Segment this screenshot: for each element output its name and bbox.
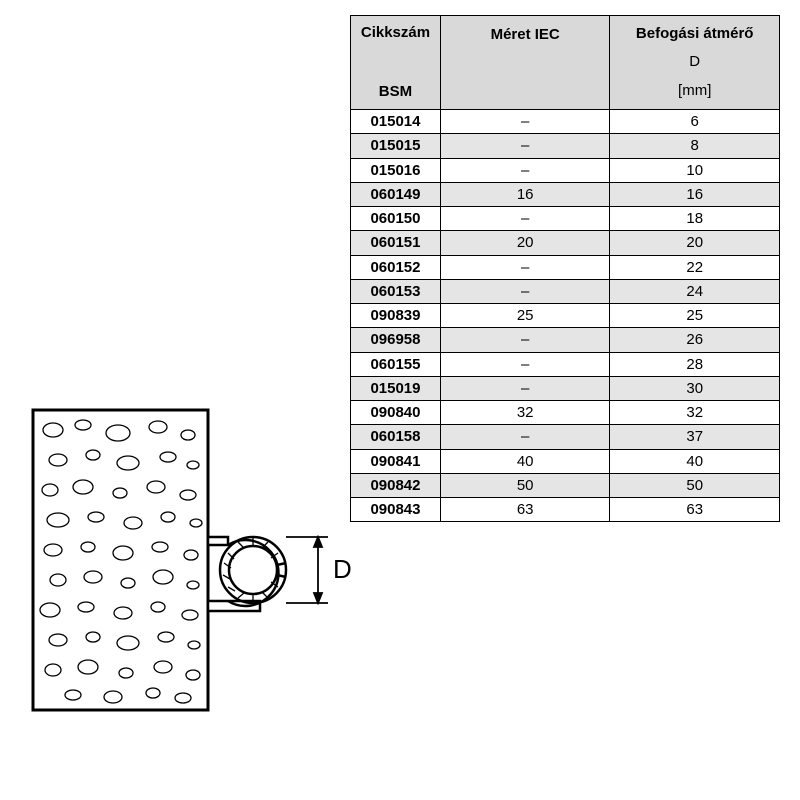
- col-header-cikkszam-l1: Cikkszám: [355, 22, 436, 45]
- cell-iec: 32: [440, 401, 609, 425]
- cell-iec: 16: [440, 182, 609, 206]
- cell-d: 28: [610, 352, 780, 376]
- cell-d: 6: [610, 110, 780, 134]
- cell-d: 16: [610, 182, 780, 206]
- table-row: 060153–24: [351, 279, 780, 303]
- table-row: 0908425050: [351, 473, 780, 497]
- cell-cikkszam: 090843: [351, 498, 441, 522]
- cell-d: 10: [610, 158, 780, 182]
- spec-table-wrap: Cikkszám BSM Méret IEC Befogási átmérő D…: [350, 15, 780, 522]
- cell-d: 40: [610, 449, 780, 473]
- table-row: 015019–30: [351, 376, 780, 400]
- cell-iec: 40: [440, 449, 609, 473]
- cell-d: 22: [610, 255, 780, 279]
- cell-d: 25: [610, 304, 780, 328]
- table-row: 060150–18: [351, 207, 780, 231]
- col-header-cikkszam-l2: BSM: [355, 81, 436, 104]
- cell-cikkszam: 015014: [351, 110, 441, 134]
- table-row: 015014–6: [351, 110, 780, 134]
- table-row: 0908392525: [351, 304, 780, 328]
- cell-iec: 63: [440, 498, 609, 522]
- dimension-d-label: D: [333, 554, 352, 585]
- cell-d: 20: [610, 231, 780, 255]
- cell-cikkszam: 060150: [351, 207, 441, 231]
- cell-iec: 50: [440, 473, 609, 497]
- cell-cikkszam: 090842: [351, 473, 441, 497]
- cell-iec: –: [440, 328, 609, 352]
- cell-iec: –: [440, 255, 609, 279]
- cell-cikkszam: 060151: [351, 231, 441, 255]
- cell-d: 18: [610, 207, 780, 231]
- table-row: 0601512020: [351, 231, 780, 255]
- cell-cikkszam: 090840: [351, 401, 441, 425]
- cell-iec: –: [440, 110, 609, 134]
- cell-d: 24: [610, 279, 780, 303]
- cell-cikkszam: 015015: [351, 134, 441, 158]
- table-row: 060152–22: [351, 255, 780, 279]
- cell-cikkszam: 060153: [351, 279, 441, 303]
- cell-cikkszam: 015016: [351, 158, 441, 182]
- clamp-diagram-svg: [28, 405, 338, 725]
- spec-table: Cikkszám BSM Méret IEC Befogási átmérő D…: [350, 15, 780, 522]
- table-row: 096958–26: [351, 328, 780, 352]
- cell-d: 30: [610, 376, 780, 400]
- cell-iec: –: [440, 158, 609, 182]
- cell-iec: 25: [440, 304, 609, 328]
- cell-iec: –: [440, 425, 609, 449]
- cell-iec: –: [440, 207, 609, 231]
- spec-table-body: 015014–6015015–8015016–10060149161606015…: [351, 110, 780, 522]
- cell-cikkszam: 060149: [351, 182, 441, 206]
- col-header-iec: Méret IEC: [440, 16, 609, 110]
- cell-cikkszam: 060158: [351, 425, 441, 449]
- table-row: 0908403232: [351, 401, 780, 425]
- cell-cikkszam: 096958: [351, 328, 441, 352]
- table-row: 0908414040: [351, 449, 780, 473]
- col-header-cikkszam: Cikkszám BSM: [351, 16, 441, 110]
- cell-cikkszam: 060155: [351, 352, 441, 376]
- table-row: 015015–8: [351, 134, 780, 158]
- cell-d: 37: [610, 425, 780, 449]
- cell-iec: –: [440, 279, 609, 303]
- col-header-d: Befogási átmérő D [mm]: [610, 16, 780, 110]
- cell-cikkszam: 090839: [351, 304, 441, 328]
- cell-d: 32: [610, 401, 780, 425]
- table-row: 015016–10: [351, 158, 780, 182]
- col-header-d-l1: Befogási átmérő: [614, 23, 775, 46]
- cell-d: 63: [610, 498, 780, 522]
- table-row: 0908436363: [351, 498, 780, 522]
- cell-cikkszam: 060152: [351, 255, 441, 279]
- cell-cikkszam: 015019: [351, 376, 441, 400]
- cell-iec: –: [440, 134, 609, 158]
- col-header-d-l3: [mm]: [614, 80, 775, 103]
- cell-cikkszam: 090841: [351, 449, 441, 473]
- cell-iec: 20: [440, 231, 609, 255]
- cell-d: 50: [610, 473, 780, 497]
- cell-iec: –: [440, 352, 609, 376]
- col-header-iec-l1: Méret IEC: [445, 24, 605, 47]
- cell-d: 8: [610, 134, 780, 158]
- table-row: 0601491616: [351, 182, 780, 206]
- table-row: 060155–28: [351, 352, 780, 376]
- table-row: 060158–37: [351, 425, 780, 449]
- clamp-diagram: D: [28, 405, 338, 725]
- col-header-d-l2: D: [614, 51, 775, 74]
- cell-d: 26: [610, 328, 780, 352]
- cell-iec: –: [440, 376, 609, 400]
